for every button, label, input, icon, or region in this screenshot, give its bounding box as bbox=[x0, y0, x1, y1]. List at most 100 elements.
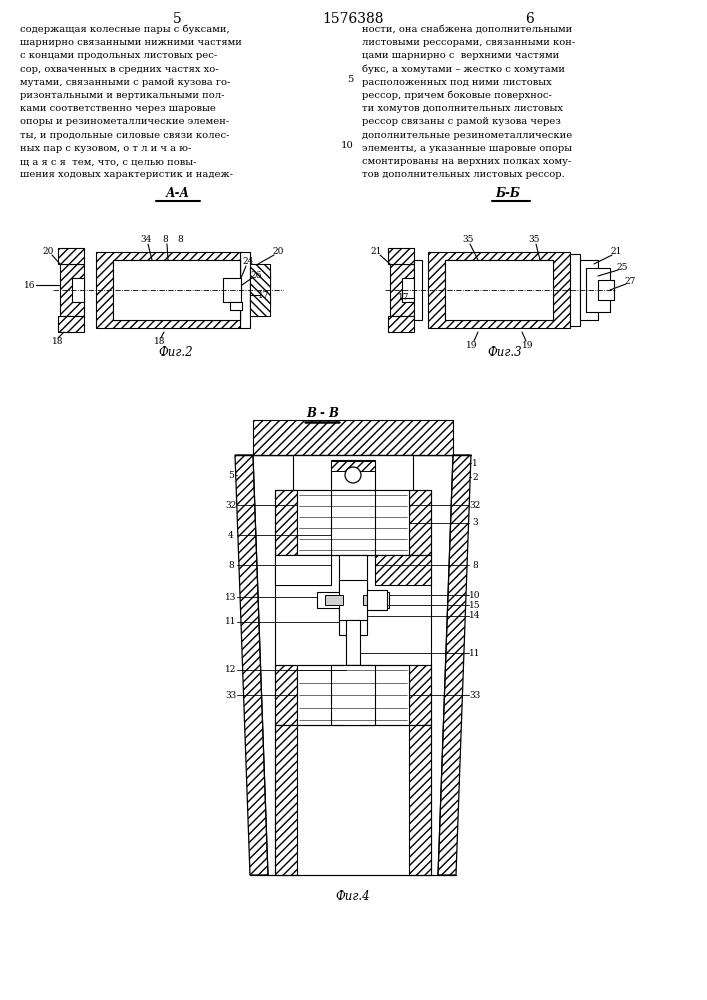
Bar bbox=[388, 316, 414, 332]
Bar bbox=[339, 580, 367, 620]
Text: 16: 16 bbox=[24, 280, 36, 290]
Bar bbox=[363, 595, 381, 605]
Polygon shape bbox=[438, 455, 471, 875]
Text: Фиг.3: Фиг.3 bbox=[488, 346, 522, 359]
Text: мутами, связанными с рамой кузова го-: мутами, связанными с рамой кузова го- bbox=[20, 78, 230, 87]
Bar bbox=[598, 280, 614, 300]
Bar bbox=[388, 248, 414, 264]
Text: 32: 32 bbox=[469, 500, 481, 510]
Bar bbox=[275, 555, 331, 585]
Text: с концами продольных листовых рес-: с концами продольных листовых рес- bbox=[20, 51, 217, 60]
Bar bbox=[223, 278, 241, 302]
Bar bbox=[297, 490, 409, 555]
Text: 6: 6 bbox=[525, 12, 534, 26]
Bar bbox=[297, 490, 409, 555]
Bar bbox=[250, 272, 270, 308]
Bar bbox=[160, 260, 176, 320]
Text: листовыми рессорами, связанными кон-: листовыми рессорами, связанными кон- bbox=[362, 38, 575, 47]
Text: ризонтальными и вертикальными пол-: ризонтальными и вертикальными пол- bbox=[20, 91, 225, 100]
Text: ты, и продольные силовые связи колес-: ты, и продольные силовые связи колес- bbox=[20, 131, 230, 140]
Text: 1576388: 1576388 bbox=[322, 12, 384, 26]
Text: 33: 33 bbox=[226, 690, 237, 700]
Text: ками соответственно через шаровые: ками соответственно через шаровые bbox=[20, 104, 216, 113]
Text: А-А: А-А bbox=[166, 187, 190, 200]
Text: 17: 17 bbox=[258, 290, 270, 300]
Bar bbox=[275, 665, 297, 725]
Text: ти хомутов дополнительных листовых: ти хомутов дополнительных листовых bbox=[362, 104, 563, 113]
Bar bbox=[60, 264, 84, 316]
Bar bbox=[445, 260, 471, 320]
Bar bbox=[297, 665, 409, 725]
Text: 1: 1 bbox=[472, 458, 478, 468]
Text: 8: 8 bbox=[472, 560, 478, 570]
Text: рессор связаны с рамой кузова через: рессор связаны с рамой кузова через bbox=[362, 117, 561, 126]
Text: 5: 5 bbox=[228, 471, 234, 480]
Text: 20: 20 bbox=[42, 247, 54, 256]
Text: 8: 8 bbox=[162, 235, 168, 244]
Bar bbox=[325, 595, 343, 605]
Text: 35: 35 bbox=[462, 235, 474, 244]
Text: 18: 18 bbox=[154, 338, 165, 347]
Bar bbox=[367, 590, 387, 610]
Bar bbox=[113, 260, 240, 320]
Text: опоры и резинометаллические элемен-: опоры и резинометаллические элемен- bbox=[20, 117, 229, 126]
Text: 13: 13 bbox=[226, 592, 237, 601]
Text: 11: 11 bbox=[469, 648, 481, 658]
Bar bbox=[414, 260, 422, 320]
Bar bbox=[195, 260, 223, 320]
Bar bbox=[367, 590, 387, 610]
Text: 25: 25 bbox=[617, 263, 628, 272]
Bar bbox=[250, 264, 270, 316]
Bar bbox=[346, 620, 360, 665]
Text: 5: 5 bbox=[173, 12, 182, 26]
Bar bbox=[570, 254, 580, 326]
Text: расположенных под ними листовых: расположенных под ними листовых bbox=[362, 78, 551, 87]
Bar bbox=[275, 725, 297, 875]
Bar bbox=[141, 260, 160, 320]
Bar bbox=[331, 460, 375, 490]
Bar bbox=[317, 592, 389, 608]
Text: 15: 15 bbox=[469, 600, 481, 609]
Bar bbox=[339, 555, 367, 635]
Polygon shape bbox=[235, 455, 268, 875]
Text: ных пар с кузовом, о т л и ч а ю-: ных пар с кузовом, о т л и ч а ю- bbox=[20, 144, 192, 153]
Text: букс, а хомутами – жестко с хомутами: букс, а хомутами – жестко с хомутами bbox=[362, 65, 565, 74]
Text: 2: 2 bbox=[472, 473, 478, 482]
Text: Фиг.4: Фиг.4 bbox=[336, 890, 370, 904]
Text: 5: 5 bbox=[348, 75, 354, 84]
Bar bbox=[390, 264, 414, 316]
Text: шарнирно связанными нижними частями: шарнирно связанными нижними частями bbox=[20, 38, 242, 47]
Bar bbox=[530, 260, 553, 320]
Bar bbox=[409, 725, 431, 875]
Bar bbox=[445, 260, 553, 320]
Text: Фиг.2: Фиг.2 bbox=[158, 346, 193, 359]
Bar bbox=[113, 260, 240, 320]
Text: 8: 8 bbox=[177, 235, 183, 244]
Bar bbox=[580, 260, 598, 320]
Bar bbox=[345, 665, 361, 725]
Text: 19: 19 bbox=[466, 340, 478, 350]
Bar bbox=[492, 260, 508, 320]
Text: 32: 32 bbox=[226, 500, 237, 510]
Bar bbox=[409, 490, 431, 555]
Bar bbox=[375, 555, 431, 585]
Bar bbox=[230, 302, 242, 310]
Bar bbox=[72, 278, 84, 302]
Text: элементы, а указанные шаровые опоры: элементы, а указанные шаровые опоры bbox=[362, 144, 572, 153]
Bar bbox=[275, 555, 331, 585]
Text: смонтированы на верхних полках хому-: смонтированы на верхних полках хому- bbox=[362, 157, 571, 166]
Text: 14: 14 bbox=[469, 611, 481, 620]
Text: щ а я с я  тем, что, с целью повы-: щ а я с я тем, что, с целью повы- bbox=[20, 157, 197, 166]
Text: 27: 27 bbox=[624, 277, 636, 286]
Bar bbox=[230, 302, 242, 310]
Text: 26: 26 bbox=[250, 271, 262, 280]
Text: В - В: В - В bbox=[307, 407, 339, 420]
Text: 4: 4 bbox=[228, 530, 234, 540]
Text: 3: 3 bbox=[472, 518, 478, 527]
Text: 21: 21 bbox=[610, 247, 621, 256]
Text: 17: 17 bbox=[398, 294, 410, 302]
Bar bbox=[445, 260, 553, 320]
Bar bbox=[293, 455, 413, 490]
Bar bbox=[331, 490, 375, 555]
Text: 8: 8 bbox=[228, 560, 234, 570]
